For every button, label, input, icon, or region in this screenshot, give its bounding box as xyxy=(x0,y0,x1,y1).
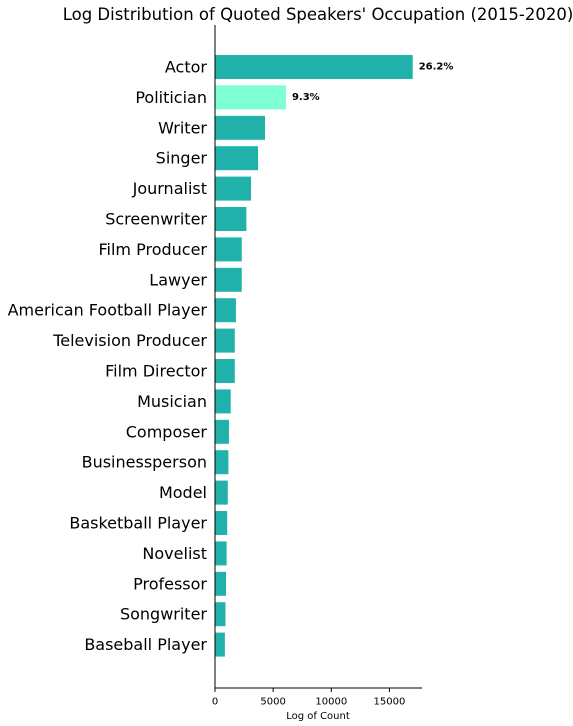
category-label-model: Model xyxy=(159,483,207,502)
bar-basketball-player xyxy=(215,511,228,535)
category-label-actor: Actor xyxy=(165,58,208,77)
bar-screenwriter xyxy=(215,207,247,231)
bar-professor xyxy=(215,571,227,596)
category-label-songwriter: Songwriter xyxy=(120,605,207,624)
category-label-writer: Writer xyxy=(158,118,207,137)
category-label-basketball-player: Basketball Player xyxy=(69,514,207,533)
data-label-group: 26.2% 9.3% xyxy=(292,62,453,103)
bar-television-producer xyxy=(215,328,235,353)
x-tick-label-0: 0 xyxy=(212,697,218,708)
x-tick-label-5000: 5000 xyxy=(260,697,285,708)
category-label-businessperson: Businessperson xyxy=(82,453,207,472)
category-label-professor: Professor xyxy=(133,574,207,593)
category-label-journalist: Journalist xyxy=(132,179,207,198)
x-tick-label-15000: 15000 xyxy=(374,697,406,708)
bar-singer xyxy=(215,146,259,171)
data-label-actor: 26.2% xyxy=(419,62,454,73)
chart-title: Log Distribution of Quoted Speakers' Occ… xyxy=(63,5,573,24)
x-axis-label: Log of Count xyxy=(286,711,350,722)
category-label-novelist: Novelist xyxy=(142,544,207,563)
category-label-baseball-player: Baseball Player xyxy=(84,635,207,654)
bar-film-producer xyxy=(215,237,242,262)
bar-musician xyxy=(215,389,231,414)
x-tick-label-10000: 10000 xyxy=(315,697,347,708)
category-label-film-director: Film Director xyxy=(105,362,207,381)
category-label-screenwriter: Screenwriter xyxy=(105,210,207,229)
bar-lawyer xyxy=(215,267,242,292)
category-label-composer: Composer xyxy=(126,422,208,441)
data-label-politician: 9.3% xyxy=(292,92,320,103)
category-label-american-football-player: American Football Player xyxy=(8,301,208,320)
bar-writer xyxy=(215,115,266,140)
bar-group xyxy=(215,55,413,657)
bar-songwriter xyxy=(215,602,226,627)
bar-novelist xyxy=(215,541,227,566)
category-label-musician: Musician xyxy=(137,392,207,411)
category-label-group: Actor Politician Writer Singer Journalist Scr… xyxy=(8,58,208,655)
bar-businessperson xyxy=(215,450,229,475)
x-axis-ticks: 0 5000 10000 15000 xyxy=(212,688,406,708)
category-label-politician: Politician xyxy=(135,88,207,107)
bar-baseball-player xyxy=(215,632,225,657)
category-label-singer: Singer xyxy=(156,149,208,168)
bar-composer xyxy=(215,419,229,444)
category-label-film-producer: Film Producer xyxy=(99,240,208,259)
bar-american-football-player xyxy=(215,298,236,323)
bar-model xyxy=(215,480,228,505)
bar-actor xyxy=(215,55,413,79)
category-label-lawyer: Lawyer xyxy=(149,270,207,289)
category-label-television-producer: Television Producer xyxy=(52,331,207,350)
bar-film-director xyxy=(215,359,235,383)
bar-politician xyxy=(215,85,286,110)
bar-journalist xyxy=(215,176,252,201)
